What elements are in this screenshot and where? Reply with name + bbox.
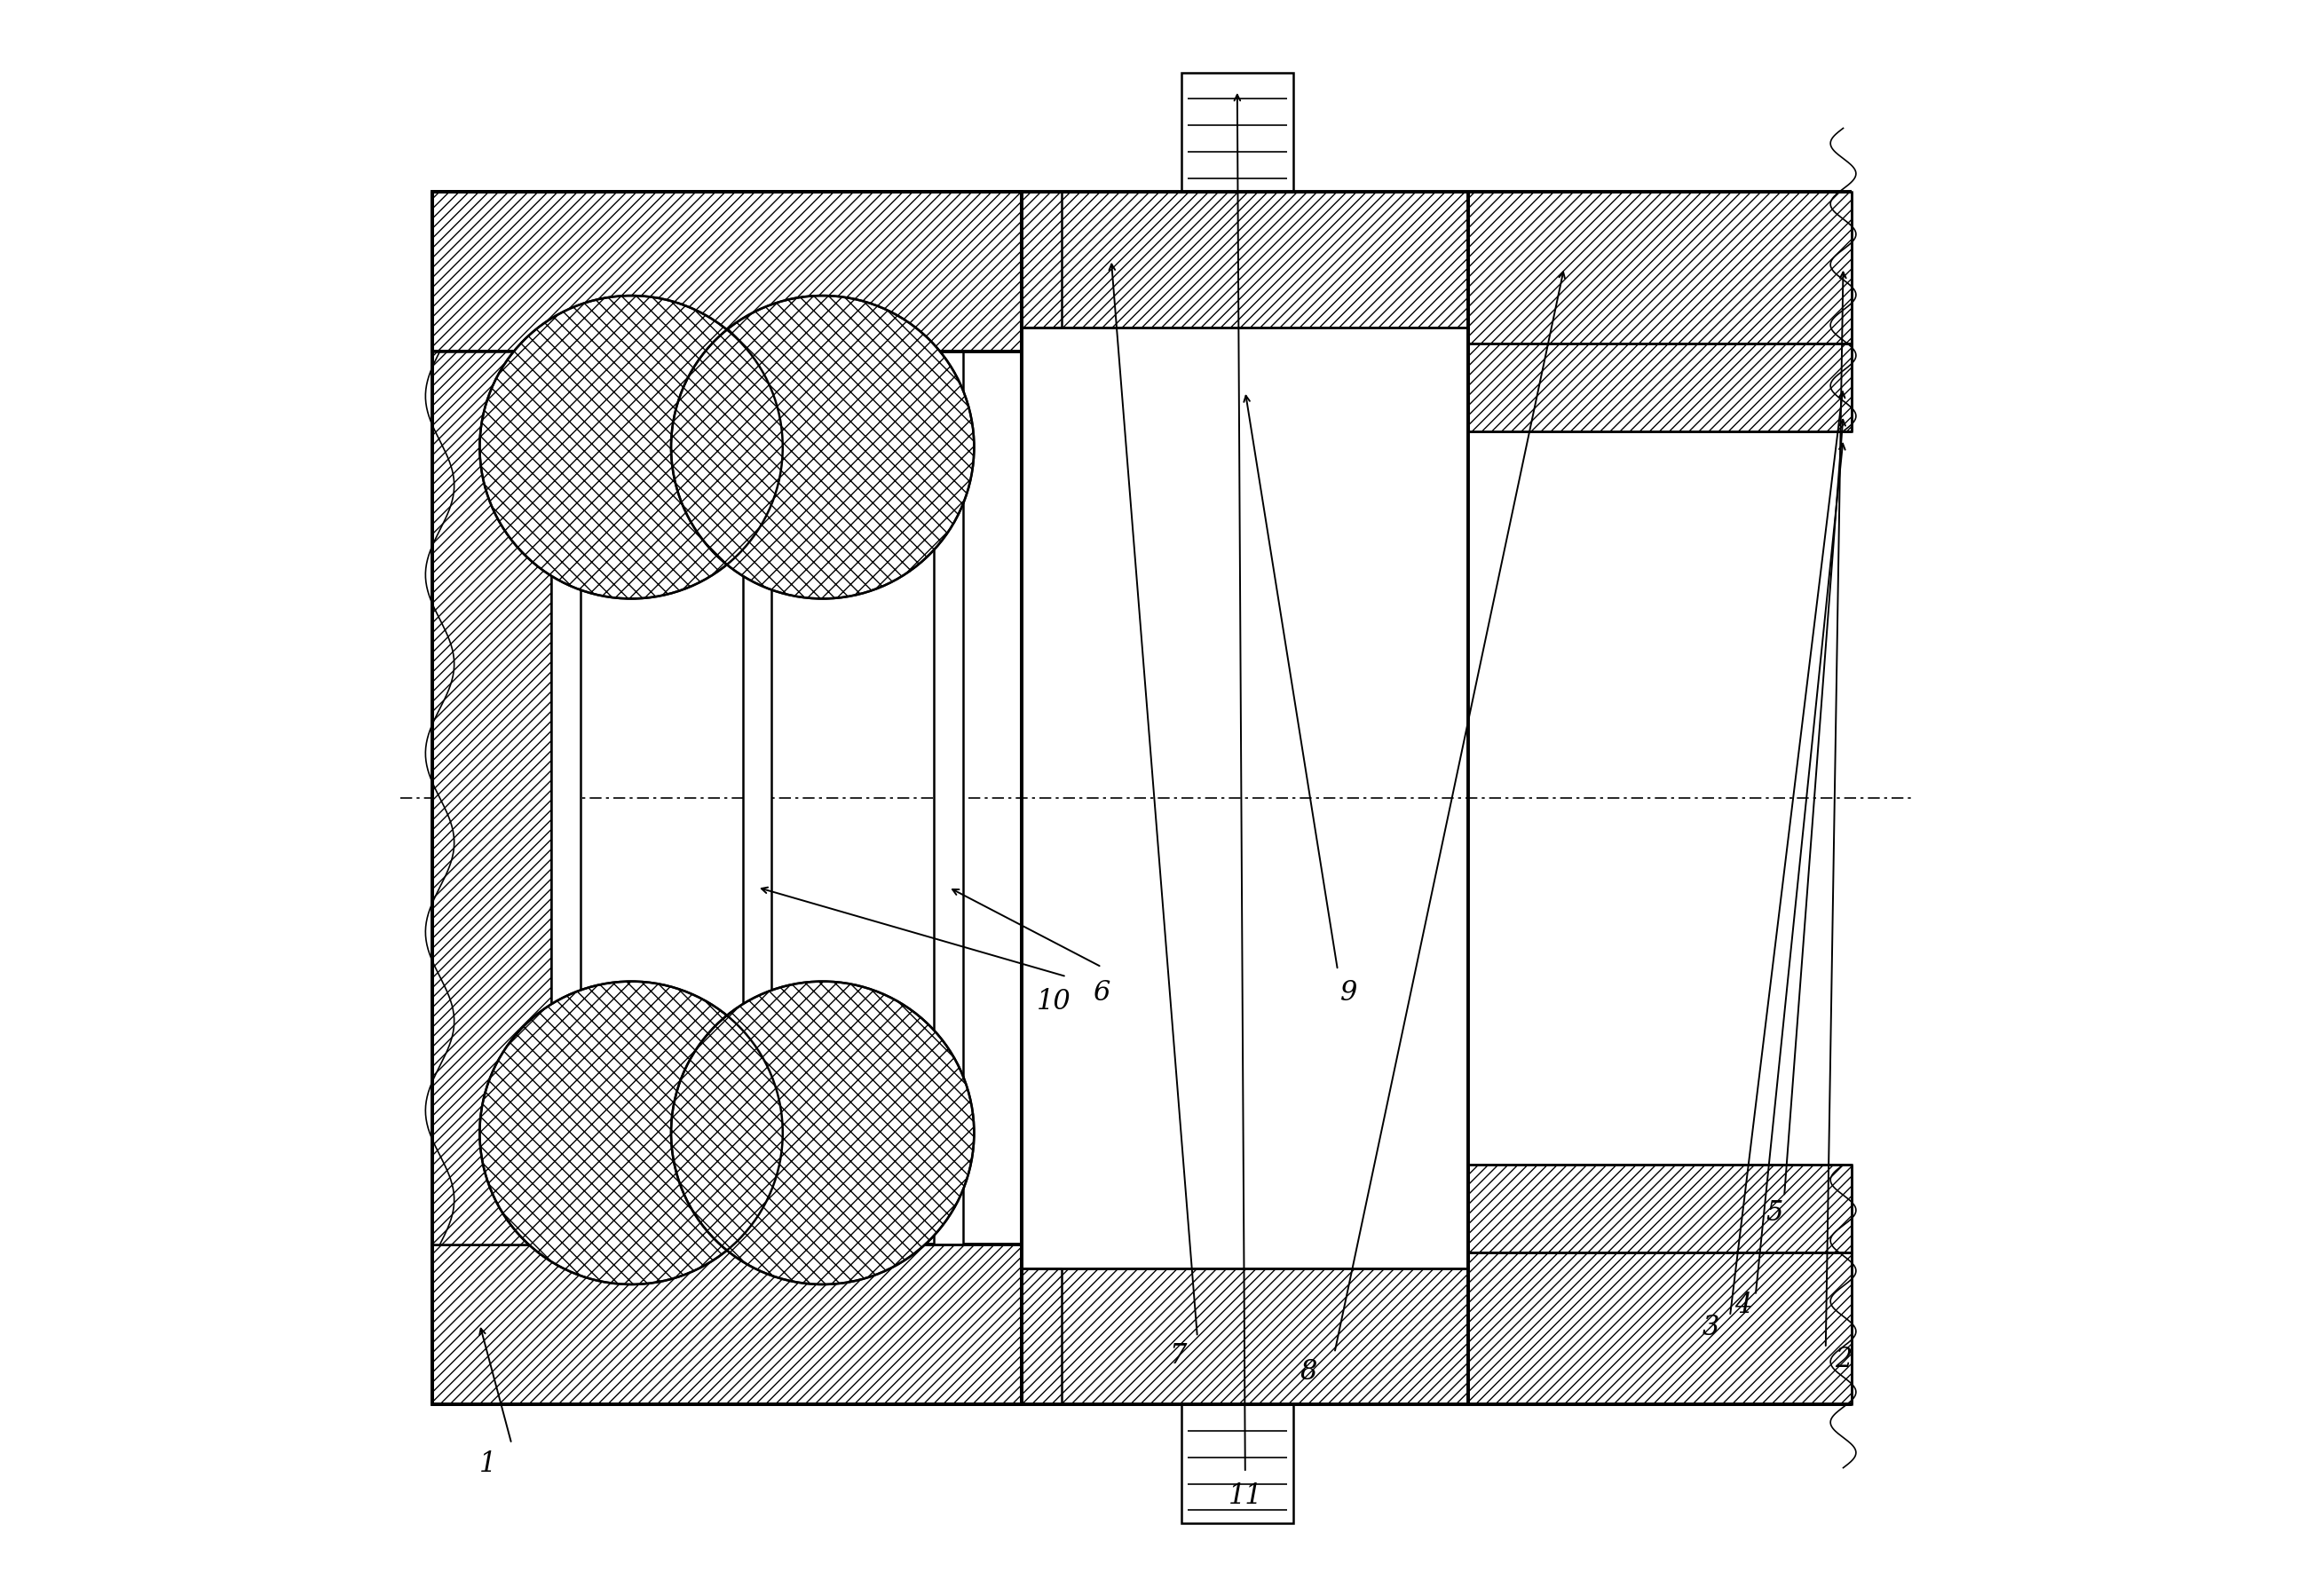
Text: 4: 4 bbox=[1733, 1291, 1752, 1318]
Bar bbox=[432, 351, 552, 1245]
Text: 7: 7 bbox=[1170, 1342, 1186, 1369]
Circle shape bbox=[671, 982, 975, 1285]
Bar bbox=[1469, 1253, 1851, 1404]
Text: 9: 9 bbox=[1340, 978, 1356, 1007]
Bar bbox=[933, 351, 963, 1245]
Bar bbox=[1182, 1404, 1292, 1524]
Bar bbox=[743, 351, 772, 1245]
Circle shape bbox=[480, 295, 782, 598]
Bar bbox=[432, 192, 1023, 351]
Text: 11: 11 bbox=[1228, 1483, 1262, 1510]
Bar bbox=[552, 351, 579, 1245]
Text: 10: 10 bbox=[1037, 988, 1071, 1017]
Text: 5: 5 bbox=[1766, 1199, 1784, 1226]
Text: 6: 6 bbox=[1092, 978, 1110, 1007]
Text: 2: 2 bbox=[1835, 1345, 1851, 1373]
Circle shape bbox=[671, 295, 975, 598]
Bar bbox=[1182, 72, 1292, 192]
Bar bbox=[1023, 192, 1469, 327]
Bar bbox=[1469, 343, 1851, 431]
Circle shape bbox=[480, 982, 782, 1285]
Text: 3: 3 bbox=[1701, 1314, 1720, 1341]
Text: 1: 1 bbox=[478, 1451, 497, 1478]
Bar bbox=[1023, 1269, 1469, 1404]
Bar bbox=[1469, 192, 1851, 343]
Bar bbox=[1469, 1165, 1851, 1253]
Bar bbox=[432, 1245, 1023, 1404]
Text: 8: 8 bbox=[1301, 1358, 1317, 1385]
